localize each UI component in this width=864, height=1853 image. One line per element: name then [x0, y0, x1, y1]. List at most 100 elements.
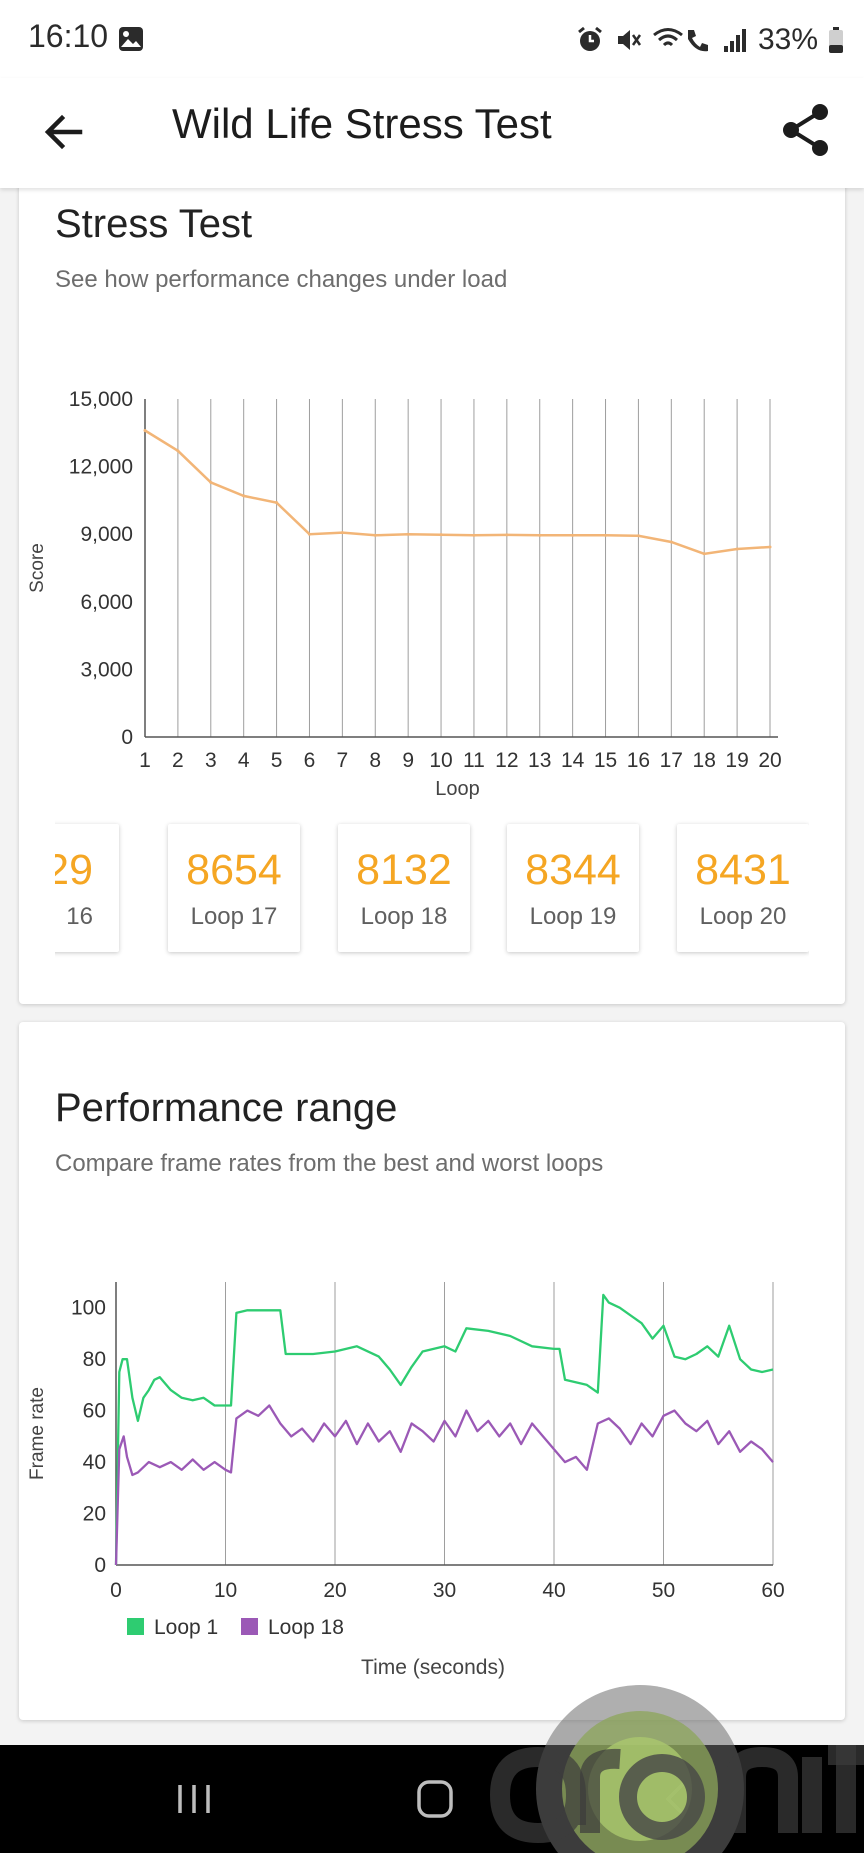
- legend-swatch: [241, 1618, 258, 1635]
- x-tick-label: 7: [337, 749, 349, 772]
- stress-test-title: Stress Test: [55, 202, 253, 246]
- score-point: [439, 533, 443, 537]
- x-tick-label: 1: [139, 749, 151, 772]
- share-icon[interactable]: [778, 102, 834, 158]
- score-point: [176, 449, 180, 453]
- loop-score-value: 29: [55, 846, 93, 894]
- page-title: Wild Life Stress Test: [172, 100, 552, 147]
- legend-swatch: [127, 1618, 144, 1635]
- y-axis-label: Frame rate: [27, 1387, 48, 1480]
- x-tick-label: 40: [542, 1579, 565, 1602]
- x-tick-label: 19: [725, 749, 748, 772]
- loop-label: Loop 20: [699, 903, 787, 930]
- x-tick-label: 3: [205, 749, 217, 772]
- x-tick-label: 18: [693, 749, 716, 772]
- loop-score-value: 8344: [525, 846, 621, 894]
- loop-label: Loop 18: [360, 903, 448, 930]
- y-tick-label: 12,000: [69, 456, 133, 479]
- x-tick-label: 4: [238, 749, 250, 772]
- mute-icon: [617, 30, 641, 50]
- recent-apps-icon[interactable]: [164, 1775, 224, 1825]
- x-tick-label: 6: [304, 749, 316, 772]
- score-point: [735, 547, 739, 551]
- score-point: [307, 532, 311, 536]
- x-tick-label: 8: [369, 749, 381, 772]
- nav-back-icon[interactable]: [646, 1775, 706, 1825]
- score-point: [242, 494, 246, 498]
- loop-tile[interactable]: 8132 Loop 18: [338, 824, 470, 952]
- y-tick-label: 0: [94, 1554, 106, 1577]
- x-axis-label: Time (seconds): [361, 1656, 505, 1679]
- loop-label: Loop 17: [190, 903, 278, 930]
- score-point: [143, 429, 147, 433]
- legend-label: Loop 18: [268, 1616, 344, 1639]
- loop-score-value: 8654: [186, 846, 282, 894]
- x-tick-label: 9: [402, 749, 414, 772]
- loop-tile[interactable]: 8344 Loop 19: [507, 824, 639, 952]
- system-nav-bar: [0, 1745, 864, 1853]
- loop-score-tiles[interactable]: 29 16 8654 Loop 17 8132 Loop 18 8344 Loo…: [55, 818, 809, 958]
- loop-label: Loop 19: [529, 903, 617, 930]
- score-point: [604, 533, 608, 537]
- series-line-1: [114, 1293, 774, 1566]
- x-tick-label: 20: [323, 1579, 346, 1602]
- loop-tile[interactable]: 8654 Loop 17: [168, 824, 300, 952]
- score-point: [275, 501, 279, 505]
- status-icons: 33%: [576, 20, 844, 60]
- y-tick-label: 20: [83, 1503, 106, 1526]
- status-time: 16:10: [28, 18, 109, 54]
- x-tick-label: 12: [495, 749, 518, 772]
- x-tick-label: 0: [110, 1579, 122, 1602]
- series-line-2: [114, 1404, 774, 1566]
- home-icon[interactable]: [405, 1775, 465, 1825]
- score-point: [406, 532, 410, 536]
- score-point: [669, 540, 673, 544]
- performance-range-card: Performance range Compare frame rates fr…: [19, 1022, 845, 1720]
- performance-range-subtitle: Compare frame rates from the best and wo…: [55, 1150, 604, 1177]
- y-tick-label: 80: [83, 1348, 106, 1371]
- score-point: [472, 533, 476, 537]
- score-point: [538, 533, 542, 537]
- alarm-icon: [578, 26, 602, 51]
- loop-tile[interactable]: 29 16: [55, 824, 119, 952]
- x-tick-label: 50: [652, 1579, 675, 1602]
- score-point: [702, 552, 706, 556]
- x-tick-label: 30: [433, 1579, 456, 1602]
- legend-label: Loop 1: [154, 1616, 218, 1639]
- score-point: [636, 534, 640, 538]
- wifi-call-icon: [653, 28, 708, 52]
- arrow-back-icon[interactable]: [40, 108, 88, 156]
- y-tick-label: 60: [83, 1400, 106, 1423]
- score-line: [144, 429, 771, 556]
- x-tick-label: 2: [172, 749, 184, 772]
- score-point: [571, 533, 575, 537]
- gallery-icon: [119, 27, 143, 51]
- x-tick-label: 20: [758, 749, 781, 772]
- app-bar: Wild Life Stress Test: [0, 78, 864, 188]
- score-point: [340, 531, 344, 535]
- score-chart: 1 2 3 4 5 6 7 8 9 10 11 12 13 14 15 16 17 18 19 2003,0006,0…: [27, 388, 782, 800]
- x-tick-label: 14: [561, 749, 585, 772]
- x-tick-label: 11: [463, 749, 485, 772]
- y-tick-label: 0: [121, 726, 133, 749]
- x-tick-label: 17: [660, 749, 683, 772]
- status-bar: 16:10 33%: [0, 0, 864, 78]
- x-tick-label: 10: [429, 749, 452, 772]
- performance-range-title: Performance range: [55, 1086, 398, 1130]
- y-tick-label: 9,000: [80, 523, 133, 546]
- battery-percent: 33%: [757, 23, 818, 56]
- score-point: [209, 480, 213, 484]
- loop-tile[interactable]: 8431 Loop 20: [677, 824, 809, 952]
- stress-test-subtitle: See how performance changes under load: [55, 266, 508, 293]
- y-tick-label: 3,000: [80, 658, 133, 681]
- score-point: [505, 533, 509, 537]
- battery-icon: [829, 27, 843, 53]
- x-tick-label: 60: [761, 1579, 784, 1602]
- score-point: [373, 533, 377, 537]
- x-tick-label: 15: [594, 749, 617, 772]
- y-axis-label: Score: [27, 543, 48, 593]
- y-tick-label: 6,000: [80, 591, 133, 614]
- loop-score-value: 8431: [695, 846, 791, 894]
- x-tick-label: 10: [214, 1579, 237, 1602]
- x-tick-label: 5: [271, 749, 283, 772]
